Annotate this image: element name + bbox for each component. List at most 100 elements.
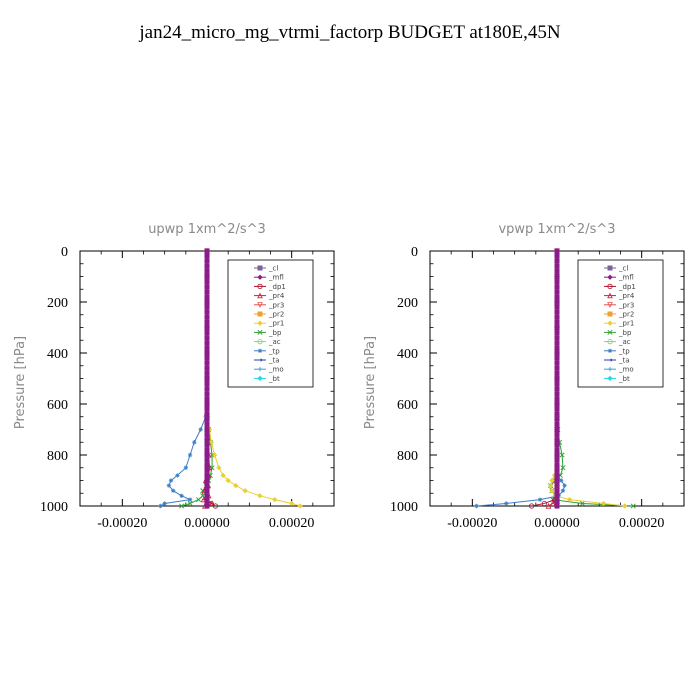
legend-label: _pr4	[268, 292, 285, 300]
x-tick-label: 0.00000	[184, 516, 230, 531]
data-point	[272, 497, 278, 503]
data-point	[204, 370, 210, 376]
legend-marker	[257, 348, 263, 353]
data-point	[204, 442, 210, 448]
data-point	[622, 503, 628, 509]
legend-label: _ac	[618, 338, 631, 346]
legend: _cl_mfl_dp1_pr4_pr3_pr2_pr1_bp_ac_tp_ta_…	[227, 259, 314, 388]
legend-marker	[257, 265, 263, 271]
data-point	[548, 482, 554, 489]
legend-label: _bp	[268, 329, 282, 337]
legend-marker	[257, 320, 263, 326]
data-point	[204, 289, 210, 295]
legend-label: _pr3	[268, 301, 284, 309]
legend-label: _mfl	[268, 274, 284, 282]
data-point	[554, 314, 560, 320]
data-point	[567, 497, 573, 503]
data-point	[204, 248, 210, 254]
data-point	[554, 472, 560, 478]
data-point	[554, 304, 560, 310]
legend-marker	[257, 311, 263, 317]
data-point	[554, 248, 560, 254]
data-point	[559, 478, 564, 483]
data-point	[554, 411, 560, 417]
data-point	[554, 386, 560, 392]
data-point	[204, 375, 210, 381]
legend-marker	[257, 367, 263, 372]
data-point	[554, 396, 560, 402]
data-point	[554, 467, 560, 473]
data-point	[204, 457, 210, 463]
legend-marker	[257, 302, 263, 308]
data-point	[187, 500, 193, 506]
y-tick-label: 200	[397, 296, 418, 311]
data-point	[554, 381, 560, 387]
data-point	[204, 284, 210, 290]
data-point	[204, 483, 210, 489]
x-tick-label: -0.00020	[447, 516, 497, 531]
legend-label: _tp	[618, 347, 630, 355]
data-point	[554, 421, 560, 427]
data-point	[579, 500, 585, 506]
data-point	[554, 432, 560, 438]
data-point	[554, 426, 560, 432]
data-point	[204, 426, 210, 432]
data-point	[554, 375, 560, 381]
legend-label: _cl	[618, 265, 628, 273]
legend-label: _pr2	[268, 311, 284, 319]
data-point	[196, 497, 202, 503]
data-point	[554, 299, 560, 305]
data-point	[474, 503, 479, 509]
y-tick-label: 200	[47, 296, 68, 311]
chart-panel-2: vpwp 1xm^2/s^3 Pressure [hPa] 0 200 400 600 80…	[363, 222, 685, 531]
data-point	[554, 416, 560, 422]
data-point	[204, 391, 210, 397]
legend-label: _mfl	[618, 274, 634, 282]
data-point	[554, 324, 560, 330]
data-point	[179, 493, 184, 498]
data-point	[192, 440, 197, 445]
legend-label: _bt	[268, 375, 280, 383]
data-point	[554, 294, 560, 300]
data-point	[204, 279, 210, 285]
legend-marker	[607, 348, 613, 353]
legend-marker	[257, 292, 263, 299]
data-point	[545, 502, 552, 509]
data-point	[554, 483, 560, 489]
data-point	[204, 335, 210, 341]
data-point	[554, 360, 560, 366]
data-point	[187, 452, 193, 458]
data-point	[289, 500, 295, 507]
data-point	[297, 503, 303, 509]
data-point	[554, 268, 560, 274]
legend-marker	[257, 358, 263, 362]
data-point	[560, 465, 566, 471]
data-point	[560, 488, 566, 493]
legend-label: _pr1	[618, 320, 634, 328]
legend-label: _mo	[618, 366, 634, 374]
legend-marker	[607, 274, 613, 280]
y-tick-label: 1000	[40, 500, 68, 515]
data-point	[198, 427, 203, 432]
legend-marker	[607, 265, 613, 271]
data-point	[549, 500, 556, 507]
data-point	[554, 345, 560, 351]
legend-label: _mo	[268, 366, 284, 374]
legend-label: _cl	[268, 265, 278, 273]
data-point	[204, 437, 210, 443]
data-point	[554, 391, 560, 397]
data-point	[554, 273, 560, 279]
data-point	[204, 447, 210, 453]
data-point	[504, 501, 509, 506]
data-point	[204, 381, 210, 387]
y-tick-label: 0	[61, 245, 68, 260]
legend-label: _bp	[618, 329, 632, 337]
data-point	[600, 500, 607, 507]
data-point	[554, 462, 560, 468]
legend-marker	[607, 367, 613, 372]
legend-marker	[257, 338, 263, 345]
data-point	[554, 335, 560, 341]
y-axis-label: Pressure [hPa]	[363, 336, 378, 429]
data-point	[209, 465, 215, 471]
data-point	[187, 497, 193, 502]
